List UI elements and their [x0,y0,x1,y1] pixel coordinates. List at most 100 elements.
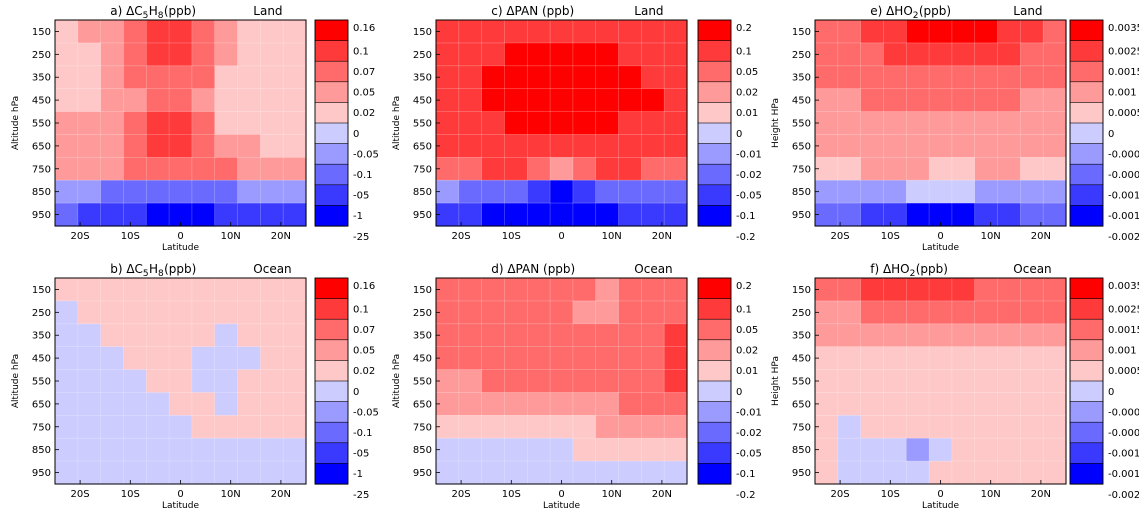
heat-cell [1020,65,1044,90]
heat-cell [837,300,862,325]
heat-cell [618,438,642,462]
heat-cell [860,392,885,416]
heat-cell [883,65,907,90]
heat-cell [123,65,147,90]
heat-cell [860,157,885,181]
heat-cell [641,438,665,462]
y-tick-label: 950 [413,468,432,479]
heat-cell [504,65,528,90]
heat-cell [997,180,1021,204]
heat-cell [1020,392,1044,416]
heat-cell [618,203,642,227]
heat-cell [595,111,620,136]
heat-cell [77,180,102,204]
heat-cell [504,300,528,325]
heat-cell [260,461,284,485]
heat-cell [169,157,193,181]
heat-cell [641,203,665,227]
heat-cell [641,88,665,113]
heat-cell [550,180,574,204]
heat-cell [883,20,907,44]
heat-cell [906,300,930,325]
heat-cell [214,300,239,325]
heat-cell [123,415,147,439]
x-tick-label: 20N [652,231,672,242]
heat-cell [974,346,999,371]
heat-cell [974,438,999,462]
colorbar-swatch [1069,122,1104,145]
colorbar-tick-label: 0.05 [353,88,375,99]
colorbar-tick-label: -05 [353,449,369,460]
colorbar-swatch [697,318,732,341]
heat-cell [146,278,170,302]
heat-cell [951,180,976,204]
colorbar-swatch [697,298,732,320]
heat-cell [974,88,999,113]
x-tick-label: 10N [981,231,1001,242]
heat-cell [815,415,839,439]
heat-cell [436,278,460,302]
heat-cell [123,180,147,204]
heat-cell [123,134,147,158]
colorbar-tick-label: 0.0015 [1108,67,1139,78]
colorbar-swatch [1069,298,1104,320]
heat-cell [214,323,239,348]
colorbar-swatch [1069,463,1104,485]
heat-cell [550,157,574,181]
heat-cell [951,65,976,90]
heat-cell [77,346,102,371]
colorbar-tick-label: 0.02 [736,346,758,357]
y-tick-label: 850 [413,187,432,198]
y-axis-label: Altitude hPa [392,354,402,408]
colorbar-swatch [314,163,349,186]
heat-cell [815,111,839,136]
heat-cell [929,323,953,348]
heat-cell [929,415,953,439]
heat-cell [481,42,506,67]
heat-cell [191,157,216,181]
heat-cell [641,180,665,204]
heat-cell [618,134,642,158]
heat-cell [191,134,216,158]
heat-cell [618,392,642,416]
colorbar-tick-label: 0.1 [353,304,369,315]
heat-cell [481,157,506,181]
heat-cell [77,415,102,439]
heat-cell [595,369,620,394]
heat-cell [815,20,839,44]
heat-cell [618,88,642,113]
x-tick-label: 20S [831,231,850,242]
heat-cell [436,438,460,462]
colorbar-swatch [314,205,349,227]
heat-cell [618,278,642,302]
heat-cell [77,392,102,416]
heat-cell [951,438,976,462]
colorbar-tick-label: 0 [353,387,359,398]
heat-cell [436,392,460,416]
heat-cell [191,203,216,227]
colorbar-tick-label: -0.05 [353,149,379,160]
heat-cell [951,461,976,485]
heat-cell [572,369,597,394]
panel-region: Land [634,4,663,18]
heat-cell [815,369,839,394]
heat-cell [550,300,574,325]
heat-cell [974,369,999,394]
heat-cell [146,88,170,113]
heat-cell [458,20,483,44]
colorbar: 0.2 0.1 0.05 0.02 0.01 0 -0.01 -0.02 -0.05 -0.1 -0… [697,277,762,501]
heat-cell [169,346,193,371]
heat-cell [641,300,665,325]
heat-cell [974,157,999,181]
y-tick-label: 550 [32,377,51,388]
colorbar-swatch [314,81,349,104]
heat-cell [974,300,999,325]
y-tick-label: 650 [792,399,811,410]
x-tick-label: 10S [881,231,900,242]
heat-cell [837,278,862,302]
heat-cell [237,346,261,371]
x-tick-label: 10S [881,489,900,500]
heat-cell [951,300,976,325]
y-tick-label: 850 [413,445,432,456]
